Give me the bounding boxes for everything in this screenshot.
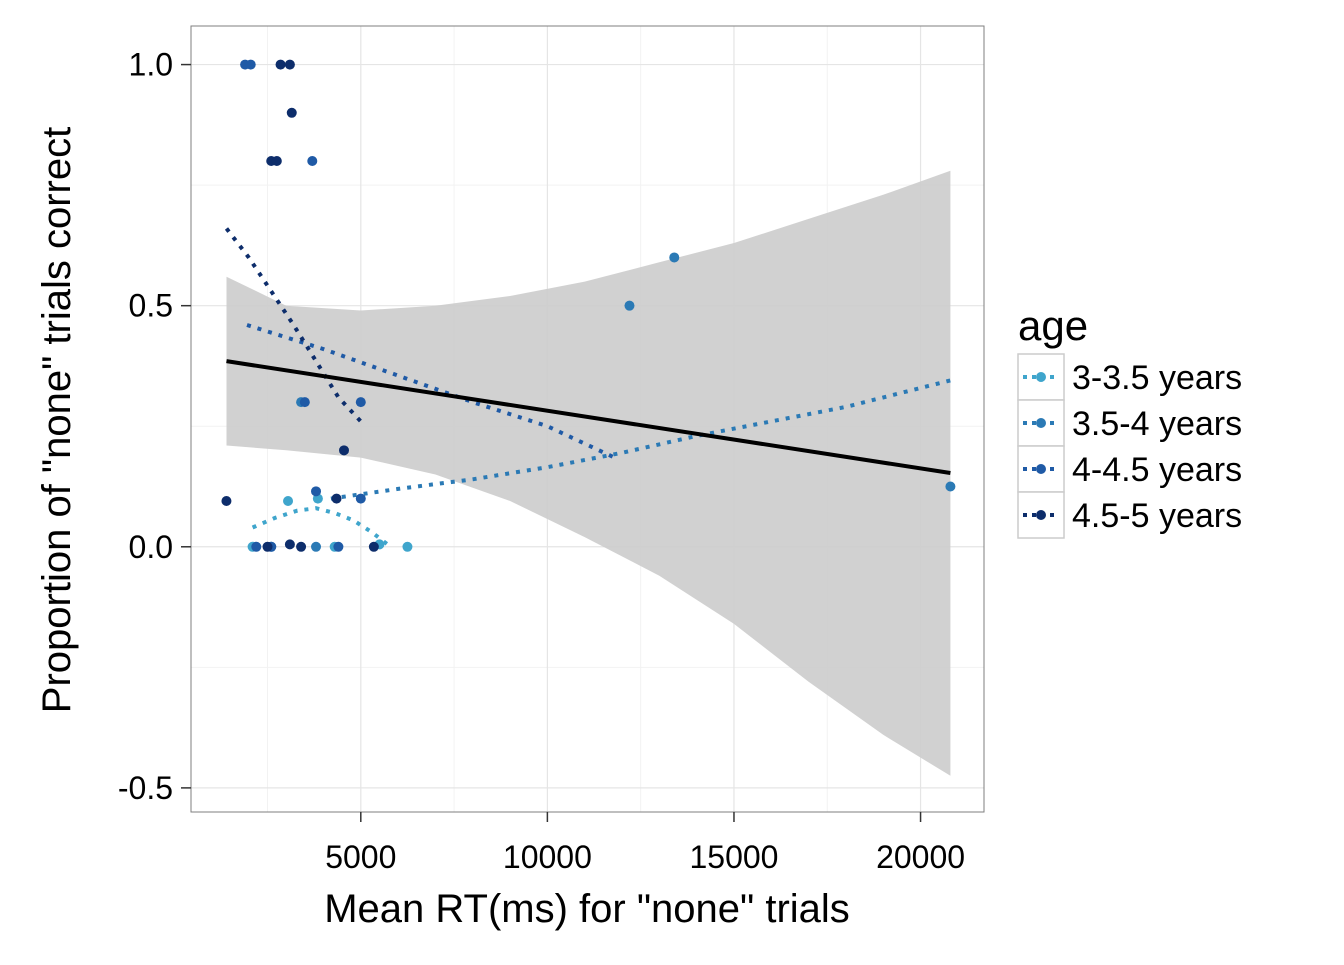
data-point bbox=[271, 156, 282, 167]
data-point bbox=[286, 107, 297, 118]
data-point bbox=[284, 59, 295, 70]
data-point bbox=[368, 541, 379, 552]
data-point bbox=[296, 541, 307, 552]
y-tick-label: 1.0 bbox=[129, 47, 173, 83]
data-points bbox=[221, 59, 956, 552]
legend: age 3-3.5 years 3.5-4 years 4-4.5 years 4.5… bbox=[1017, 302, 1242, 539]
trend-line bbox=[251, 506, 392, 549]
data-point bbox=[945, 481, 956, 492]
regression-line bbox=[226, 359, 951, 475]
data-point bbox=[245, 59, 256, 70]
legend-key-point bbox=[1036, 418, 1046, 428]
legend-label: 3-3.5 years bbox=[1072, 359, 1242, 397]
confidence-band-area bbox=[226, 170, 951, 776]
trend-line bbox=[224, 227, 363, 423]
legend-label: 3.5-4 years bbox=[1072, 405, 1242, 443]
data-point bbox=[307, 156, 318, 167]
x-tick-label: 5000 bbox=[325, 839, 396, 875]
x-axis-title: Mean RT(ms) for "none" trials bbox=[324, 887, 850, 931]
x-tick-label: 20000 bbox=[876, 839, 965, 875]
trend-lines bbox=[224, 227, 951, 549]
data-point bbox=[299, 397, 310, 408]
data-point bbox=[355, 493, 366, 504]
trend-line bbox=[330, 378, 951, 501]
data-point bbox=[333, 541, 344, 552]
legend-label: 4.5-5 years bbox=[1072, 497, 1242, 535]
data-point bbox=[402, 541, 413, 552]
axes: 5000 10000 15000 20000 -0.5 0.0 0.5 1.0 bbox=[118, 47, 965, 875]
data-point bbox=[283, 495, 294, 506]
data-point bbox=[251, 541, 262, 552]
panel-border bbox=[190, 25, 985, 813]
data-point bbox=[624, 300, 635, 311]
data-point bbox=[339, 445, 350, 456]
data-point bbox=[275, 59, 286, 70]
data-point bbox=[311, 541, 322, 552]
x-tick-label: 15000 bbox=[689, 839, 778, 875]
data-point bbox=[669, 252, 680, 263]
y-tick-label: -0.5 bbox=[118, 770, 173, 806]
x-tick-label: 10000 bbox=[503, 839, 592, 875]
legend-title: age bbox=[1018, 302, 1088, 349]
data-point bbox=[311, 486, 322, 497]
legend-key-point bbox=[1036, 510, 1046, 520]
trend-line bbox=[246, 323, 616, 460]
y-axis-title: Proportion of "none" trials correct bbox=[35, 127, 79, 713]
y-tick-label: 0.5 bbox=[129, 288, 173, 324]
legend-label: 4-4.5 years bbox=[1072, 451, 1242, 489]
data-point bbox=[284, 539, 295, 550]
data-point bbox=[221, 495, 232, 506]
fit-line bbox=[226, 359, 951, 475]
legend-key-point bbox=[1036, 464, 1046, 474]
data-point bbox=[262, 541, 273, 552]
legend-key-point bbox=[1036, 372, 1046, 382]
data-point bbox=[331, 493, 342, 504]
data-point bbox=[355, 397, 366, 408]
confidence-band bbox=[226, 170, 951, 776]
y-tick-label: 0.0 bbox=[129, 529, 173, 565]
